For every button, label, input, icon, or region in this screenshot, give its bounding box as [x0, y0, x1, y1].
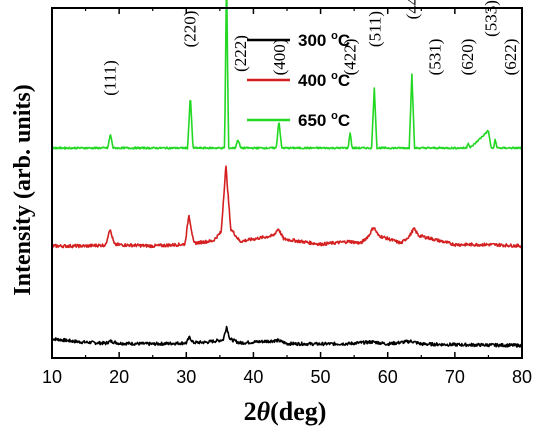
legend-label-number: 400 [298, 71, 331, 90]
peak-label-6: (422) [340, 39, 359, 76]
legend-label-number: 650 [298, 111, 331, 130]
x-tick-label-50: 50 [311, 367, 331, 387]
peak-label-9: (531) [426, 39, 445, 76]
legend-label-unit: C [338, 111, 350, 130]
x-tick-label-60: 60 [378, 367, 398, 387]
x-tick-label-10: 10 [42, 367, 62, 387]
legend-label-degree: o [331, 70, 338, 82]
legend-label-unit: C [338, 71, 350, 90]
legend-label-3: 650 oC [298, 110, 350, 130]
legend-label-degree: o [331, 30, 338, 42]
peak-label-11: (533) [481, 0, 500, 37]
peak-label-12: (622) [501, 39, 520, 76]
peak-label-7: (511) [365, 11, 384, 47]
y-axis-title: Intensity (arb. units) [10, 84, 36, 295]
legend-label-degree: o [331, 110, 338, 122]
peak-label-4: (222) [231, 35, 250, 72]
series-line-2 [51, 165, 523, 249]
legend-label-number: 300 [298, 31, 331, 50]
series-layer [51, 0, 523, 348]
peak-label-2: (220) [181, 11, 200, 48]
x-tick-label-40: 40 [243, 367, 263, 387]
x-tick-label-20: 20 [109, 367, 129, 387]
x-axis-title-suffix: (deg) [270, 397, 326, 426]
legend-label-1: 300 oC [298, 30, 350, 50]
annotation-layer: (111)(220)(311)(222)(400)(422)(511)(440)… [101, 0, 520, 96]
series-line-1 [51, 325, 523, 348]
tick-layer: 10 20 30 40 50 60 70 80 [42, 8, 532, 387]
x-tick-label-70: 70 [445, 367, 465, 387]
legend-label-unit: C [338, 31, 350, 50]
peak-label-10: (620) [458, 39, 477, 76]
x-axis-title: 2θ(deg) [244, 397, 327, 426]
x-axis-title-theta: θ [257, 397, 271, 426]
series-line-3 [51, 0, 523, 150]
legend-label-2: 400 oC [298, 70, 350, 90]
x-tick-label-80: 80 [512, 367, 532, 387]
x-axis-title-prefix: 2 [244, 397, 257, 426]
peak-label-5: (400) [270, 39, 289, 76]
peak-label-1: (111) [101, 60, 120, 96]
x-tick-label-30: 30 [176, 367, 196, 387]
peak-label-8: (440) [403, 0, 422, 19]
